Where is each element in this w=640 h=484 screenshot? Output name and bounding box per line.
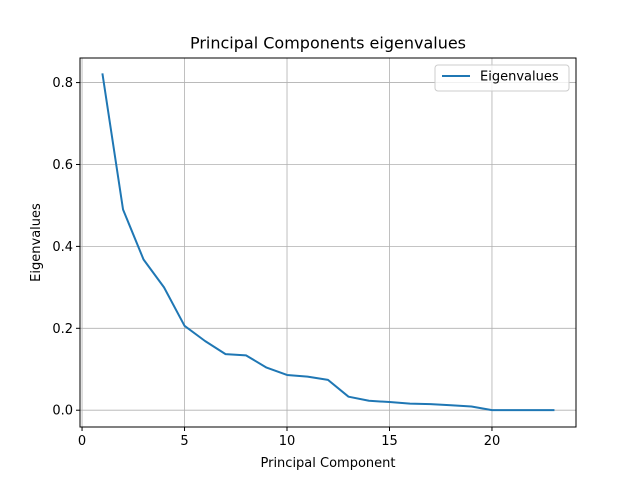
x-tick-label: 15 — [381, 434, 398, 449]
legend-label-eigenvalues: Eigenvalues — [480, 70, 559, 85]
y-tick-label: 0.2 — [52, 322, 73, 337]
y-axis-ticks: 0.0 0.2 0.4 0.6 0.8 — [52, 76, 80, 419]
x-axis-ticks: 0 5 10 15 20 — [78, 427, 500, 449]
series-layer — [101, 73, 555, 412]
y-axis-label: Eigenvalues — [29, 203, 44, 282]
x-tick-label: 10 — [279, 434, 296, 449]
legend: Eigenvalues — [434, 64, 570, 92]
series-line-eigenvalues — [101, 73, 555, 412]
chart-title: Principal Components eigenvalues — [190, 34, 466, 53]
x-gridlines — [81, 58, 493, 427]
legend-box — [434, 64, 570, 92]
x-tick-label: 0 — [78, 434, 86, 449]
y-tick-label: 0.4 — [52, 240, 73, 255]
plot-frame — [79, 57, 577, 428]
y-tick-label: 0.0 — [52, 404, 73, 419]
x-tick-label: 20 — [484, 434, 501, 449]
y-tick-label: 0.8 — [52, 76, 73, 91]
x-tick-label: 5 — [180, 434, 188, 449]
y-tick-label: 0.6 — [52, 158, 73, 173]
x-axis-label: Principal Component — [260, 456, 395, 471]
